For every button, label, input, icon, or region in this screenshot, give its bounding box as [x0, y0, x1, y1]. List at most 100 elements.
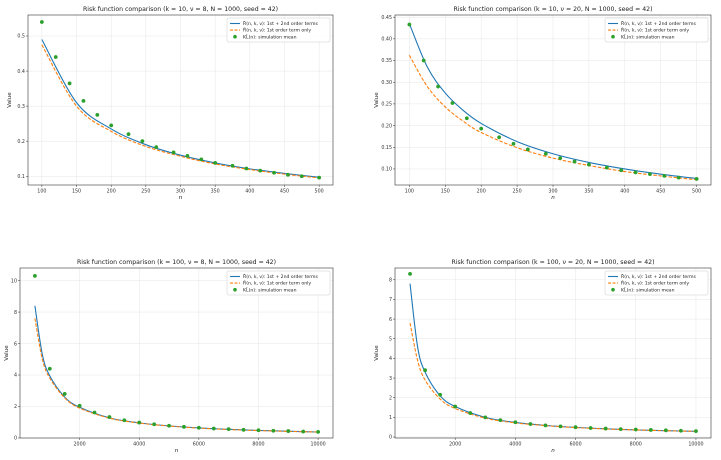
data-point	[468, 411, 473, 415]
data-point	[453, 404, 458, 409]
x-axis-label: n	[175, 448, 179, 454]
data-point	[558, 424, 563, 429]
y-tick-label: 4	[14, 373, 17, 379]
data-point	[603, 426, 608, 431]
data-point	[317, 175, 322, 180]
data-point	[211, 426, 216, 431]
data-point	[81, 98, 86, 103]
data-point	[407, 22, 412, 27]
legend-entry-label: R̃(n, k, ν): 1st order term only	[243, 27, 311, 34]
data-point	[77, 403, 82, 408]
data-point	[648, 428, 653, 432]
x-tick-label: 100	[37, 189, 46, 195]
data-point	[619, 168, 624, 173]
legend-box	[226, 17, 331, 43]
legend: R̃(n, k, ν): 1st + 2nd order termsR̃(n, …	[226, 270, 331, 296]
x-axis-label: n	[551, 195, 555, 201]
y-tick-label: 0.20	[381, 123, 392, 129]
legend-entry-label: R̃(n, k, ν): 1st order term only	[621, 27, 689, 34]
x-tick-label: 2000	[74, 442, 86, 448]
series-group	[33, 273, 320, 434]
x-tick-label: 250	[513, 189, 522, 195]
chart-title: Risk function comparison (k = 10, ν = 20…	[453, 6, 652, 13]
legend-box	[604, 270, 709, 296]
data-point	[676, 175, 681, 180]
y-axis-label: Value	[7, 92, 13, 108]
y-tick-label: 0.15	[381, 145, 392, 151]
data-point	[694, 177, 699, 181]
data-point	[286, 429, 291, 433]
data-point	[511, 141, 516, 146]
legend-entry-label: KL̄(n): simulation mean	[621, 286, 675, 293]
legend-entry-label: R̃(n, k, ν): 1st + 2nd order terms	[243, 273, 318, 280]
data-point	[67, 81, 72, 86]
y-tick-label: 4	[389, 356, 392, 362]
x-tick-label: 100	[405, 189, 414, 195]
data-point	[316, 429, 320, 434]
data-point	[633, 427, 638, 432]
chart-title: Risk function comparison (k = 100, ν = 8…	[77, 259, 276, 266]
series-group	[39, 20, 322, 180]
y-tick-label: 0	[14, 436, 17, 442]
x-tick-label: 8000	[252, 442, 264, 448]
legend-entry-label: KL̄(n): simulation mean	[243, 33, 297, 40]
y-tick-label: 0.40	[381, 37, 392, 43]
legend-entry-label: KL̄(n): simulation mean	[621, 33, 675, 40]
data-point	[423, 368, 427, 373]
y-tick-label: 6	[14, 341, 17, 347]
data-point	[137, 420, 142, 425]
data-point	[679, 428, 683, 433]
y-tick-label: 10	[11, 278, 17, 284]
chart-1: 100 150 200 250 300 350 400 450 500 0.1 0.2 0.3 0.4 0…	[7, 6, 334, 201]
data-point	[33, 273, 37, 278]
data-point	[498, 418, 503, 423]
chart-3: 2000 4000 6000 8000 10000 0 2 4 6 8 10 Risk functio…	[4, 259, 334, 454]
x-tick-label: 300	[176, 189, 185, 195]
x-tick-label: 4000	[133, 442, 145, 448]
chart-title: Risk function comparison (k = 10, ν = 8,…	[83, 6, 278, 13]
y-tick-label: 6	[389, 317, 392, 323]
data-point	[226, 427, 231, 432]
x-tick-label: 450	[656, 189, 665, 195]
data-point	[301, 429, 306, 434]
chart-2: 100 150 200 250 300 350 400 450 500 0.10 0.15 0.20 0…	[374, 6, 712, 201]
data-point	[436, 84, 440, 89]
data-point	[694, 429, 698, 434]
x-tick-label: 10000	[688, 442, 703, 448]
x-axis-label: n	[551, 448, 555, 454]
data-point	[140, 139, 145, 144]
data-point	[464, 116, 469, 121]
data-point	[196, 425, 201, 430]
legend-marker	[233, 287, 237, 292]
plot-area	[20, 268, 333, 438]
y-tick-label: 3	[389, 376, 392, 382]
y-tick-label: 0	[389, 435, 392, 441]
legend-entry-label: KL̄(n): simulation mean	[243, 286, 297, 293]
x-tick-label: 350	[211, 189, 220, 195]
legend-marker	[233, 34, 237, 39]
y-tick-label: 0.10	[381, 167, 392, 173]
data-point	[109, 123, 114, 128]
data-point	[152, 422, 157, 427]
y-tick-label: 0.5	[17, 34, 25, 40]
x-tick-label: 4000	[509, 442, 521, 448]
data-point	[182, 424, 186, 429]
x-tick-label: 250	[141, 189, 150, 195]
chart-4: 2000 4000 6000 8000 10000 0 1 2 3 4 5 6 7 8 Risk funct…	[374, 259, 712, 454]
y-tick-label: 0.45	[381, 15, 392, 21]
data-point	[154, 145, 159, 150]
data-point	[572, 159, 577, 164]
y-tick-label: 0.25	[381, 102, 392, 108]
data-point	[421, 58, 426, 63]
y-tick-label: 0.35	[381, 58, 392, 64]
x-tick-label: 6000	[569, 442, 581, 448]
plot-area	[395, 268, 711, 438]
y-tick-label: 7	[389, 297, 392, 303]
x-tick-label: 200	[477, 189, 486, 195]
data-point	[230, 163, 235, 168]
data-point	[47, 366, 52, 371]
series-group	[407, 22, 699, 181]
y-tick-label: 8	[389, 277, 392, 283]
x-tick-label: 400	[620, 189, 629, 195]
data-point	[525, 147, 530, 152]
